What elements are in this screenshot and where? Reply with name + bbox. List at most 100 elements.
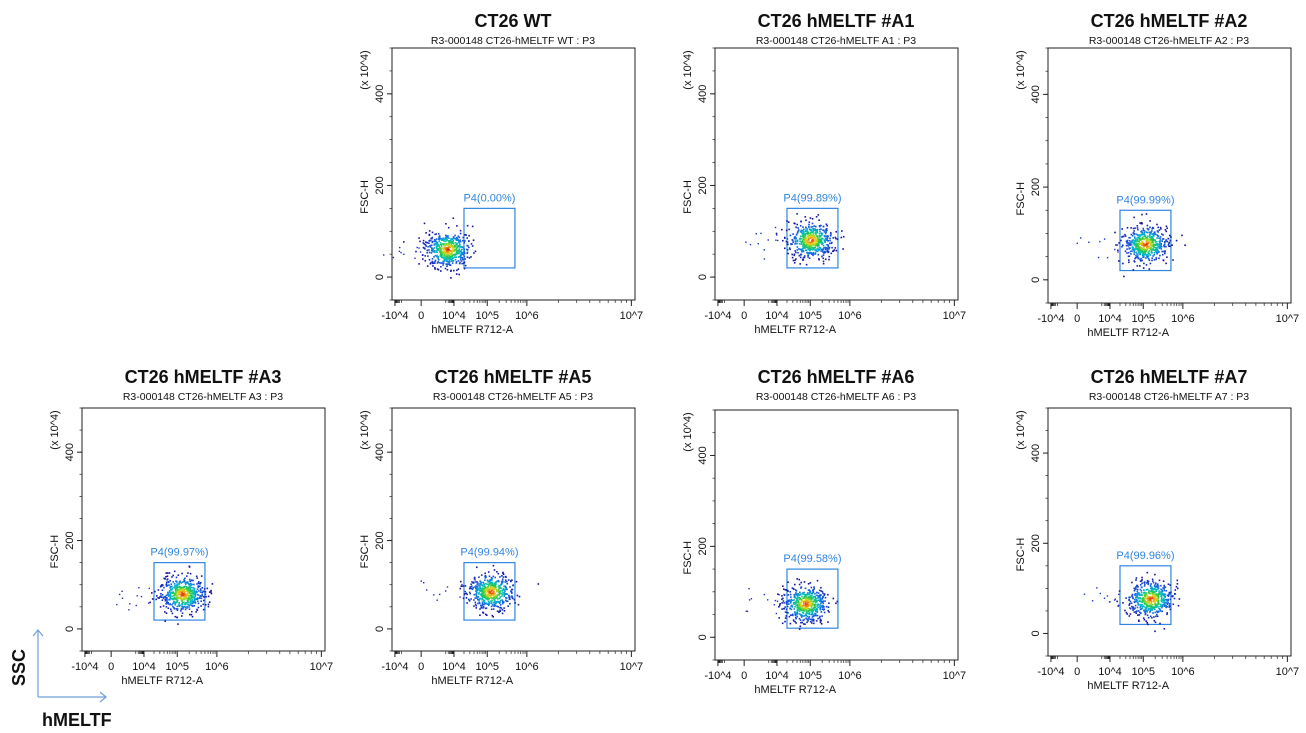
event-dot: [789, 622, 792, 625]
event-dot: [805, 605, 807, 607]
event-dot: [819, 230, 821, 233]
event-dot: [447, 254, 449, 257]
event-dot: [785, 240, 788, 243]
event-dot: [197, 600, 199, 603]
event-dot: [795, 251, 797, 254]
event-dot: [498, 587, 500, 589]
event-dot: [1148, 590, 1150, 593]
event-dot: [788, 600, 791, 602]
event-dot: [461, 256, 464, 259]
event-dot: [796, 609, 799, 611]
event-dot: [1159, 236, 1162, 238]
event-dot: [158, 597, 160, 599]
event-dot: [812, 248, 814, 251]
event-dot: [774, 226, 777, 229]
event-dot: [494, 576, 496, 579]
event-dot: [1170, 595, 1173, 597]
event-dot: [468, 234, 470, 237]
event-dot: [492, 616, 494, 618]
event-dot: [1153, 231, 1156, 234]
event-dot: [1127, 242, 1130, 244]
event-dot: [476, 581, 478, 583]
event-dot: [809, 235, 812, 238]
event-dot: [485, 595, 487, 597]
event-dot: [1140, 257, 1142, 260]
event-dot: [1152, 598, 1155, 600]
event-dot: [451, 245, 454, 247]
event-dot: [1162, 234, 1164, 236]
event-dot: [1140, 234, 1142, 236]
event-dot: [486, 588, 488, 591]
event-dot: [183, 580, 185, 583]
event-dot: [502, 591, 504, 594]
event-dot: [1163, 595, 1166, 598]
event-dot: [445, 590, 447, 592]
x-tick-label: 10^7: [943, 310, 967, 322]
event-dot: [804, 594, 806, 596]
event-dot: [1142, 246, 1145, 248]
event-dot: [429, 239, 431, 242]
event-dot: [816, 235, 819, 237]
event-dot: [482, 598, 484, 601]
event-dot: [816, 609, 818, 611]
event-dot: [207, 603, 210, 606]
event-dot: [1168, 245, 1170, 247]
y-tick-label: 0: [1030, 630, 1042, 636]
event-dot: [423, 243, 426, 245]
event-dot: [820, 600, 822, 602]
event-dot: [787, 590, 789, 592]
event-dot: [1162, 598, 1165, 601]
event-dot: [1144, 244, 1146, 247]
event-dot: [1153, 599, 1155, 602]
x-tick-label: -10^4: [71, 661, 98, 673]
event-dot: [483, 599, 486, 602]
event-dot: [807, 599, 810, 602]
event-dot: [822, 606, 825, 608]
event-dot: [476, 588, 478, 590]
event-dot: [466, 237, 468, 239]
event-dot: [483, 592, 485, 594]
event-dot: [168, 590, 171, 592]
event-dot: [812, 596, 815, 598]
event-dot: [1153, 607, 1155, 610]
event-dot: [1132, 597, 1134, 600]
event-dot: [1145, 609, 1148, 612]
event-dot: [498, 585, 501, 587]
event-dot: [183, 590, 186, 593]
event-dot: [203, 599, 205, 602]
event-dot: [427, 255, 429, 257]
event-dot: [501, 578, 504, 580]
event-dot: [1118, 260, 1120, 262]
event-dot: [812, 253, 815, 256]
event-dot: [470, 587, 473, 590]
event-dot: [803, 608, 806, 611]
event-dot: [1156, 595, 1158, 598]
event-dot: [1138, 246, 1140, 248]
event-dot: [494, 587, 496, 589]
event-dot: [804, 604, 807, 606]
event-dot: [1166, 227, 1168, 229]
event-dot: [453, 250, 455, 252]
event-dot: [1150, 241, 1153, 243]
event-dot: [489, 586, 492, 588]
event-dot: [1160, 591, 1162, 593]
event-dot: [185, 587, 187, 590]
event-dot: [460, 250, 462, 252]
event-dot: [819, 615, 821, 618]
event-dot: [1154, 595, 1157, 598]
y-axis-label: FSC-H: [1015, 538, 1027, 572]
event-dot: [1174, 593, 1176, 595]
event-dot: [436, 242, 439, 244]
event-dot: [445, 257, 448, 260]
event-dot: [802, 592, 804, 594]
event-dot: [808, 611, 811, 614]
event-dot: [434, 251, 436, 253]
event-dot: [459, 229, 462, 232]
event-dot: [824, 596, 827, 599]
event-dot: [174, 603, 177, 605]
event-dot: [202, 595, 205, 598]
event-dot: [446, 257, 449, 260]
event-dot: [1156, 241, 1158, 243]
event-dot: [1161, 238, 1164, 240]
event-dot: [174, 584, 177, 587]
